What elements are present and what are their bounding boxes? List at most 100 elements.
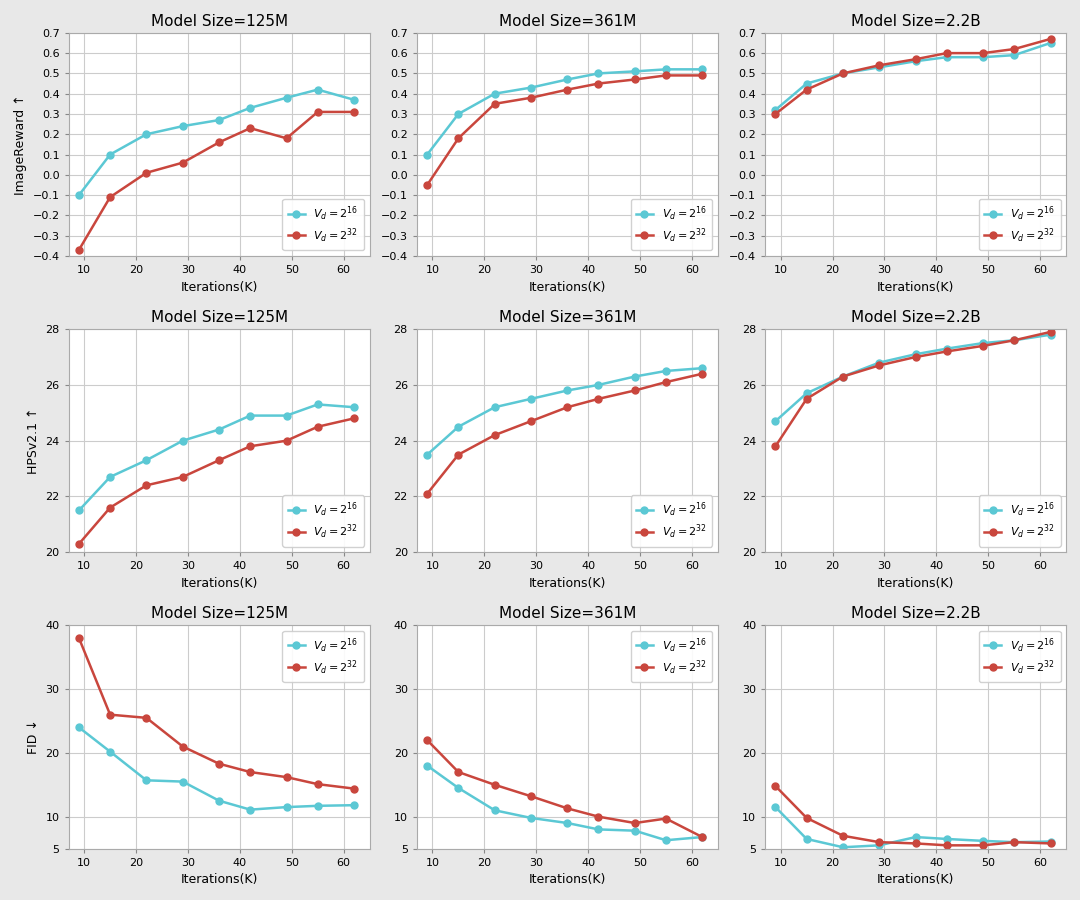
$V_d = 2^{16}$	[176, 776, 189, 787]
$V_d = 2^{32}$	[800, 393, 813, 404]
$V_d = 2^{16}$	[976, 835, 989, 846]
$V_d = 2^{32}$	[244, 441, 257, 452]
$V_d = 2^{16}$	[72, 722, 85, 733]
X-axis label: Iterations(K): Iterations(K)	[877, 873, 955, 886]
$V_d = 2^{32}$	[873, 837, 886, 848]
Title: Model Size=361M: Model Size=361M	[499, 607, 636, 622]
$V_d = 2^{16}$	[72, 190, 85, 201]
$V_d = 2^{16}$	[629, 825, 642, 836]
Line: $V_d = 2^{32}$: $V_d = 2^{32}$	[423, 370, 705, 497]
$V_d = 2^{32}$	[941, 48, 954, 58]
$V_d = 2^{16}$	[213, 796, 226, 806]
$V_d = 2^{16}$	[213, 114, 226, 125]
$V_d = 2^{32}$	[909, 838, 922, 849]
$V_d = 2^{32}$	[1008, 44, 1021, 55]
$V_d = 2^{32}$	[488, 98, 501, 109]
$V_d = 2^{32}$	[909, 352, 922, 363]
$V_d = 2^{16}$	[976, 338, 989, 348]
Legend: $V_d = 2^{16}$, $V_d = 2^{32}$: $V_d = 2^{16}$, $V_d = 2^{32}$	[282, 495, 364, 546]
X-axis label: Iterations(K): Iterations(K)	[877, 577, 955, 590]
$V_d = 2^{16}$	[1044, 329, 1057, 340]
$V_d = 2^{16}$	[488, 401, 501, 412]
$V_d = 2^{32}$	[1008, 335, 1021, 346]
$V_d = 2^{16}$	[592, 380, 605, 391]
Title: Model Size=361M: Model Size=361M	[499, 14, 636, 29]
$V_d = 2^{16}$	[104, 149, 117, 160]
$V_d = 2^{32}$	[213, 759, 226, 769]
$V_d = 2^{16}$	[451, 783, 464, 794]
$V_d = 2^{32}$	[525, 416, 538, 427]
$V_d = 2^{16}$	[837, 68, 850, 79]
Line: $V_d = 2^{32}$: $V_d = 2^{32}$	[772, 35, 1054, 117]
Title: Model Size=2.2B: Model Size=2.2B	[851, 607, 981, 622]
Y-axis label: FID ↓: FID ↓	[27, 719, 40, 754]
$V_d = 2^{16}$	[421, 760, 434, 771]
Title: Model Size=2.2B: Model Size=2.2B	[851, 310, 981, 325]
Line: $V_d = 2^{32}$: $V_d = 2^{32}$	[772, 328, 1054, 450]
$V_d = 2^{16}$	[629, 371, 642, 382]
Line: $V_d = 2^{16}$: $V_d = 2^{16}$	[76, 86, 357, 199]
Legend: $V_d = 2^{16}$, $V_d = 2^{32}$: $V_d = 2^{16}$, $V_d = 2^{32}$	[978, 199, 1061, 250]
Title: Model Size=361M: Model Size=361M	[499, 310, 636, 325]
Line: $V_d = 2^{32}$: $V_d = 2^{32}$	[76, 415, 357, 547]
$V_d = 2^{16}$	[104, 472, 117, 482]
$V_d = 2^{32}$	[1044, 838, 1057, 849]
$V_d = 2^{16}$	[525, 813, 538, 824]
$V_d = 2^{32}$	[176, 472, 189, 482]
$V_d = 2^{32}$	[561, 401, 573, 412]
$V_d = 2^{32}$	[525, 93, 538, 104]
X-axis label: Iterations(K): Iterations(K)	[529, 873, 606, 886]
$V_d = 2^{16}$	[348, 94, 361, 105]
$V_d = 2^{16}$	[873, 62, 886, 73]
$V_d = 2^{16}$	[976, 52, 989, 63]
X-axis label: Iterations(K): Iterations(K)	[529, 281, 606, 293]
$V_d = 2^{32}$	[1044, 33, 1057, 44]
$V_d = 2^{16}$	[769, 416, 782, 427]
$V_d = 2^{32}$	[837, 371, 850, 382]
$V_d = 2^{32}$	[769, 109, 782, 120]
Y-axis label: HPSv2.1 ↑: HPSv2.1 ↑	[27, 408, 40, 474]
$V_d = 2^{16}$	[104, 746, 117, 757]
$V_d = 2^{16}$	[873, 357, 886, 368]
$V_d = 2^{16}$	[696, 363, 708, 374]
$V_d = 2^{16}$	[800, 833, 813, 844]
$V_d = 2^{32}$	[72, 538, 85, 549]
$V_d = 2^{32}$	[140, 167, 153, 178]
$V_d = 2^{16}$	[660, 64, 673, 75]
Line: $V_d = 2^{16}$: $V_d = 2^{16}$	[423, 762, 705, 843]
$V_d = 2^{32}$	[696, 70, 708, 81]
$V_d = 2^{16}$	[1008, 50, 1021, 60]
Legend: $V_d = 2^{16}$, $V_d = 2^{32}$: $V_d = 2^{16}$, $V_d = 2^{32}$	[282, 631, 364, 682]
$V_d = 2^{16}$	[629, 66, 642, 77]
$V_d = 2^{16}$	[140, 129, 153, 140]
$V_d = 2^{32}$	[280, 133, 293, 144]
Line: $V_d = 2^{16}$: $V_d = 2^{16}$	[76, 724, 357, 813]
$V_d = 2^{32}$	[660, 814, 673, 824]
$V_d = 2^{16}$	[909, 56, 922, 67]
$V_d = 2^{32}$	[525, 791, 538, 802]
$V_d = 2^{16}$	[280, 802, 293, 813]
$V_d = 2^{16}$	[660, 365, 673, 376]
Title: Model Size=125M: Model Size=125M	[150, 607, 287, 622]
$V_d = 2^{16}$	[909, 349, 922, 360]
$V_d = 2^{32}$	[592, 811, 605, 822]
$V_d = 2^{32}$	[176, 741, 189, 751]
$V_d = 2^{16}$	[1008, 837, 1021, 848]
$V_d = 2^{16}$	[348, 800, 361, 811]
$V_d = 2^{32}$	[873, 60, 886, 71]
$V_d = 2^{32}$	[451, 133, 464, 144]
$V_d = 2^{16}$	[769, 802, 782, 813]
$V_d = 2^{32}$	[660, 377, 673, 388]
$V_d = 2^{32}$	[451, 449, 464, 460]
$V_d = 2^{16}$	[244, 103, 257, 113]
$V_d = 2^{32}$	[696, 832, 708, 842]
$V_d = 2^{32}$	[1044, 327, 1057, 338]
$V_d = 2^{32}$	[72, 245, 85, 256]
$V_d = 2^{32}$	[280, 436, 293, 446]
$V_d = 2^{16}$	[941, 343, 954, 354]
$V_d = 2^{32}$	[837, 831, 850, 842]
Legend: $V_d = 2^{16}$, $V_d = 2^{32}$: $V_d = 2^{16}$, $V_d = 2^{32}$	[631, 495, 713, 546]
$V_d = 2^{16}$	[592, 68, 605, 79]
$V_d = 2^{16}$	[837, 842, 850, 852]
$V_d = 2^{32}$	[421, 734, 434, 745]
